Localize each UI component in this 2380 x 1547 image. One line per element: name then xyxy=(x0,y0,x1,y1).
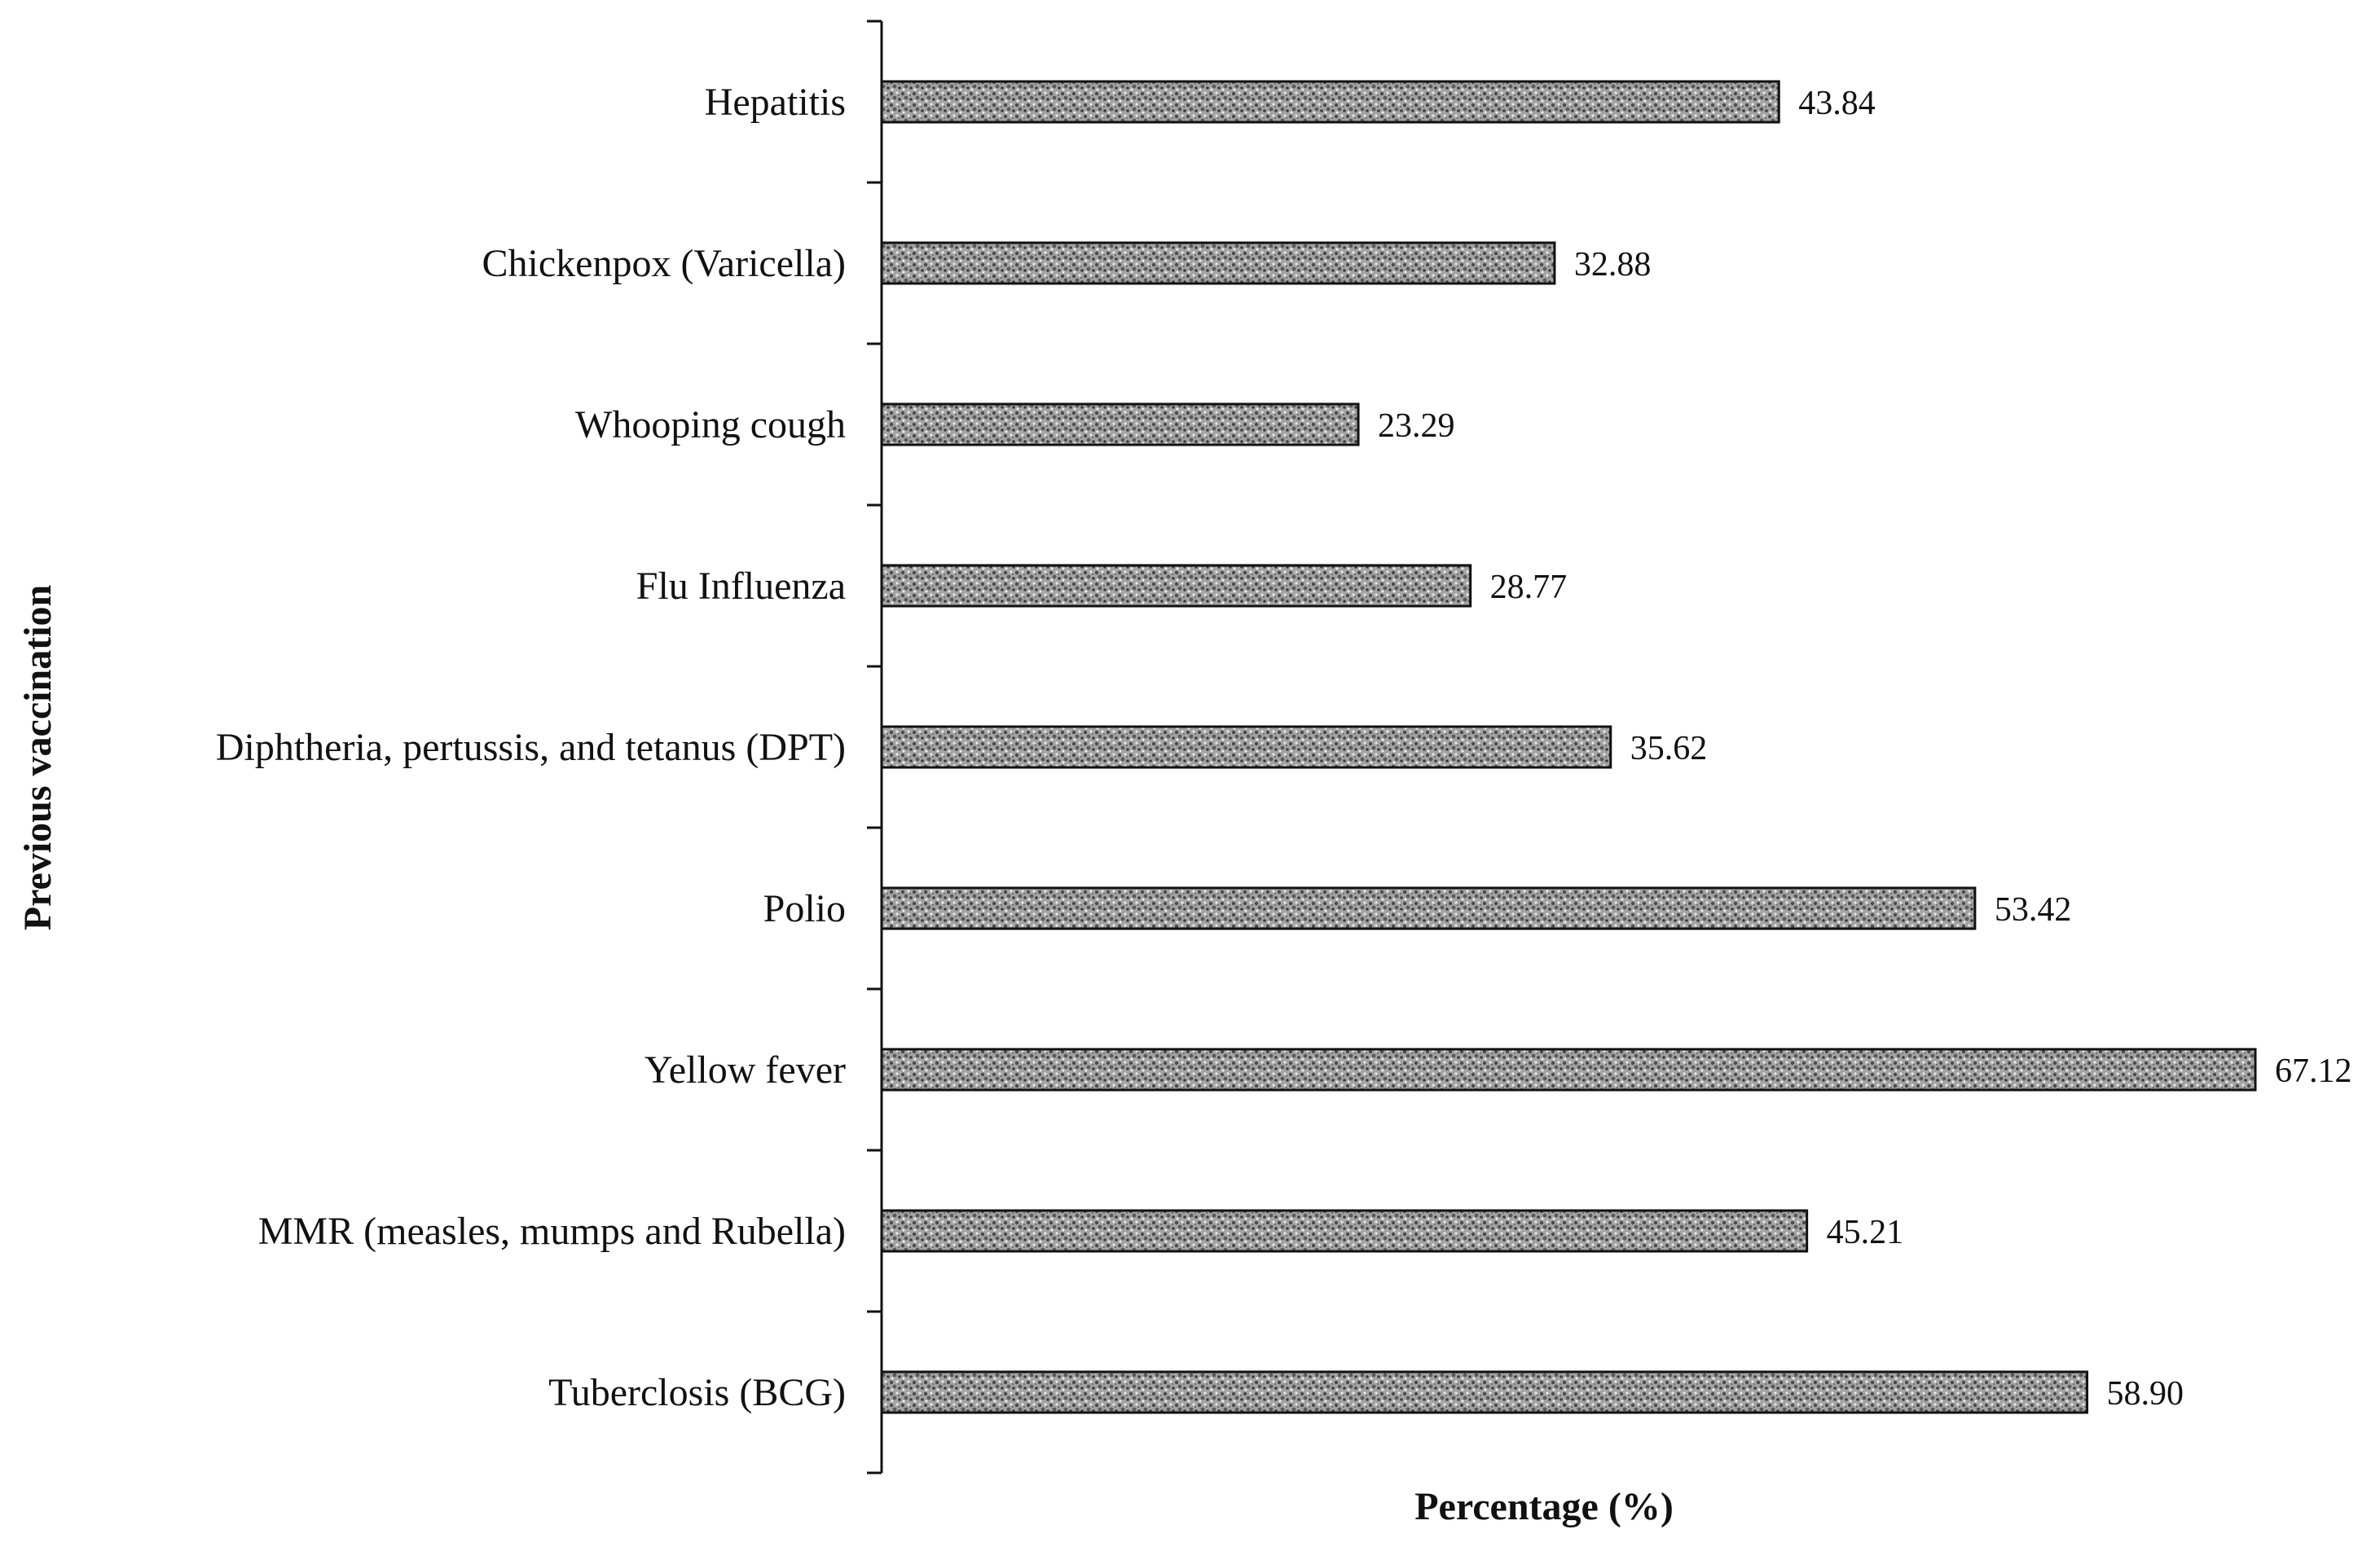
category-label: Hepatitis xyxy=(705,81,846,124)
bars xyxy=(880,80,2257,1414)
bar xyxy=(880,1048,2257,1092)
bar xyxy=(880,241,1556,285)
bar xyxy=(880,402,1360,446)
category-label: Yellow fever xyxy=(644,1048,846,1092)
category-label: Flu Influenza xyxy=(636,565,846,608)
value-label: 35.62 xyxy=(1630,730,1708,767)
category-label: Polio xyxy=(763,887,846,930)
value-label: 53.42 xyxy=(1995,891,2072,929)
value-label: 67.12 xyxy=(2275,1053,2352,1090)
bar xyxy=(880,80,1780,124)
bar xyxy=(880,564,1472,608)
value-label: 28.77 xyxy=(1490,569,1568,606)
value-label: 23.29 xyxy=(1378,407,1455,445)
bar xyxy=(880,1370,2089,1414)
x-axis-title: Percentage (%) xyxy=(1414,1485,1674,1528)
category-label: Chickenpox (Varicella) xyxy=(482,242,846,285)
value-labels: 43.84 32.88 23.29 28.77 35.62 53.42 67.12 45.21… xyxy=(1378,85,2351,1413)
category-label: Tuberclosis (BCG) xyxy=(548,1371,846,1414)
category-label: Whooping cough xyxy=(575,403,846,446)
value-label: 45.21 xyxy=(1827,1214,1904,1251)
y-axis-title: Previous vaccination xyxy=(16,585,59,930)
category-labels: Hepatitis Chickenpox (Varicella) Whooping … xyxy=(216,81,846,1414)
y-axis xyxy=(867,20,883,1474)
value-label: 58.90 xyxy=(2107,1375,2184,1413)
bar xyxy=(880,725,1612,769)
category-label: MMR (measles, mumps and Rubella) xyxy=(258,1210,846,1253)
value-label: 32.88 xyxy=(1574,246,1652,283)
bar xyxy=(880,1209,1809,1253)
category-label: Diphtheria, pertussis, and tetanus (DPT) xyxy=(216,726,846,769)
bar xyxy=(880,886,1977,930)
value-label: 43.84 xyxy=(1798,85,1876,122)
